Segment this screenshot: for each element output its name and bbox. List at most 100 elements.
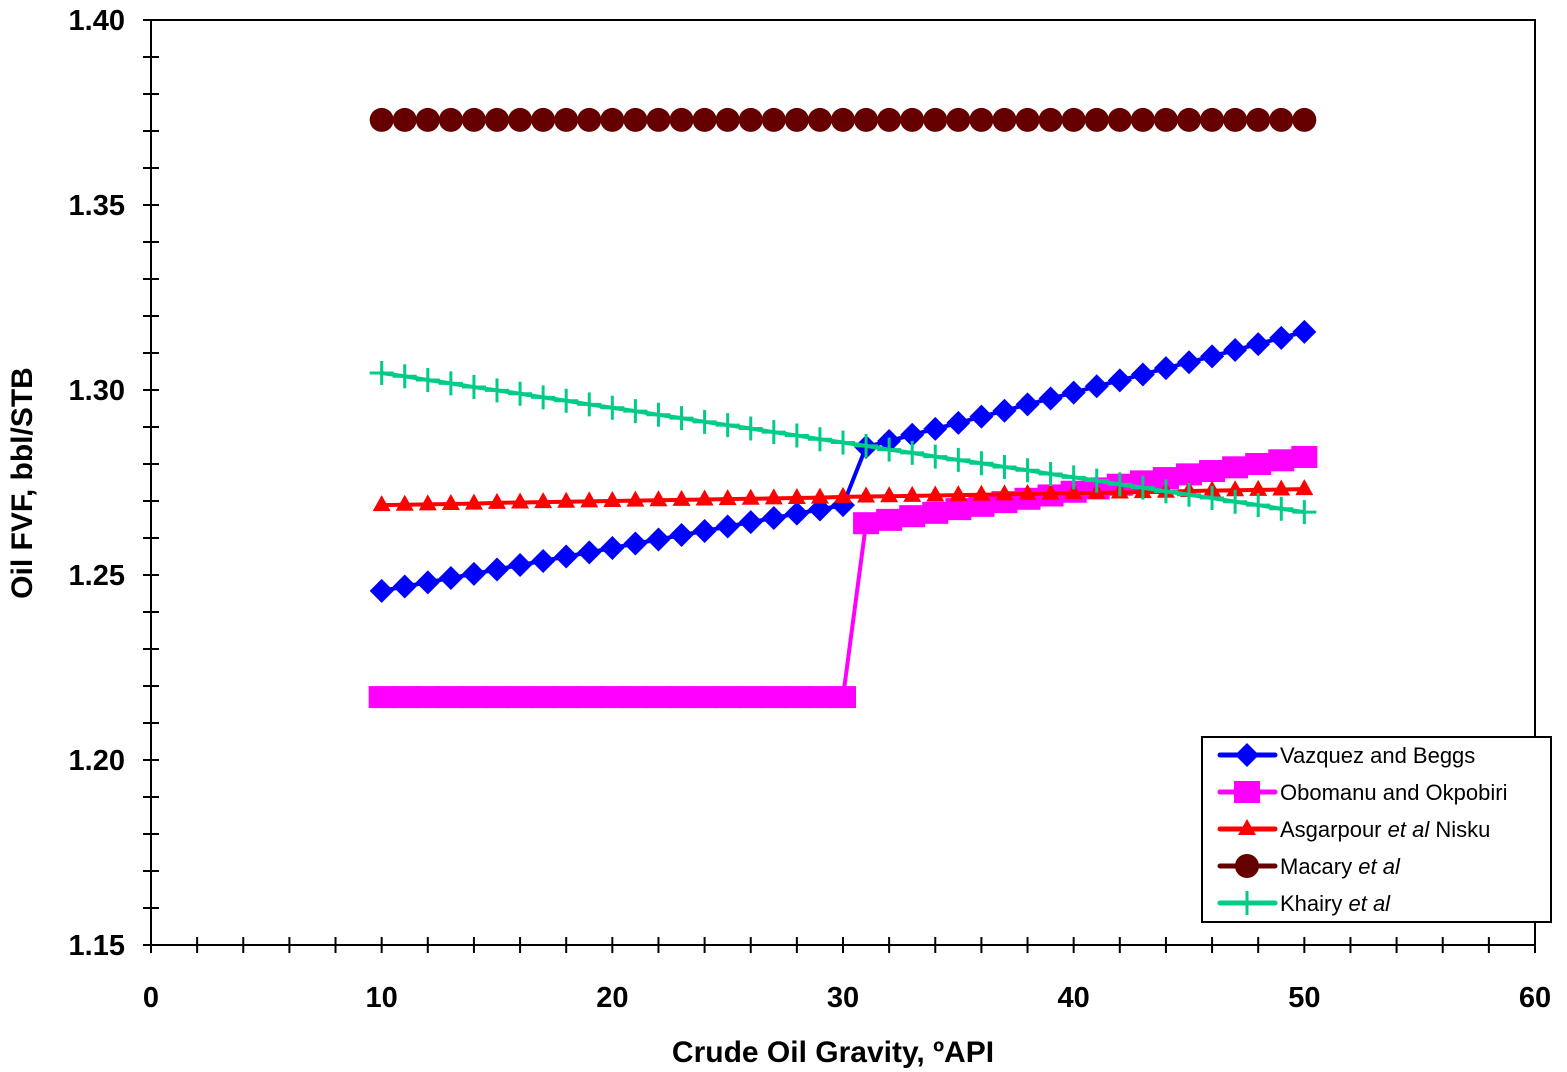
data-point (923, 416, 948, 441)
data-point (1292, 107, 1317, 132)
data-point (877, 107, 902, 132)
data-point (441, 493, 460, 510)
legend-marker (1238, 819, 1256, 835)
legend-marker (1234, 781, 1260, 803)
data-point (485, 378, 509, 403)
data-point (854, 433, 879, 458)
y-tick-label: 1.25 (69, 560, 125, 592)
data-point (531, 385, 556, 410)
data-point (1064, 483, 1083, 500)
data-point (992, 454, 1017, 479)
data-point (783, 686, 810, 709)
data-point (1015, 392, 1040, 417)
data-point (1130, 362, 1155, 387)
data-point (876, 508, 903, 531)
data-point (738, 107, 763, 132)
data-point (761, 107, 786, 132)
data-point (761, 506, 786, 531)
data-point (806, 686, 833, 709)
data-point (900, 107, 925, 132)
data-point (1153, 107, 1178, 132)
data-point (1249, 479, 1268, 496)
data-point (761, 420, 786, 445)
data-point (692, 518, 717, 543)
legend-item: Khairy et al (1217, 891, 1391, 916)
data-point (534, 492, 553, 509)
data-point (1222, 456, 1249, 479)
data-point (485, 557, 509, 582)
data-point (484, 686, 510, 709)
data-point (1295, 479, 1314, 496)
data-point (531, 548, 556, 573)
y-tick-label: 1.15 (69, 930, 125, 962)
data-point (623, 107, 648, 132)
data-point (672, 489, 691, 506)
legend-label: Macary et al (1280, 854, 1401, 879)
x-tick-label: 30 (827, 982, 859, 1014)
data-point (969, 107, 994, 132)
data-point (464, 493, 483, 510)
data-point (646, 527, 671, 552)
data-point (600, 107, 625, 132)
data-point (807, 427, 832, 452)
data-point (831, 430, 855, 455)
data-point (1269, 325, 1294, 350)
data-point (695, 489, 714, 506)
data-point (1152, 467, 1179, 490)
data-point (508, 553, 533, 578)
data-point (992, 398, 1017, 423)
y-tick-label: 1.30 (69, 375, 125, 407)
data-point (508, 107, 533, 132)
data-point (1176, 463, 1202, 486)
data-point (1107, 107, 1132, 132)
data-point (899, 505, 926, 528)
data-point (622, 686, 649, 709)
data-point (764, 488, 783, 505)
x-axis-title: Crude Oil Gravity, ºAPI (672, 1036, 994, 1069)
data-point (1130, 107, 1155, 132)
data-point (923, 444, 948, 469)
data-point (692, 107, 717, 132)
data-point (508, 381, 533, 406)
data-point (945, 498, 972, 521)
data-point (368, 686, 395, 709)
data-point (1177, 107, 1201, 132)
data-point (646, 402, 671, 427)
x-tick-label: 10 (366, 982, 398, 1014)
data-point (1246, 107, 1271, 132)
data-point (1084, 468, 1109, 493)
data-point (1246, 493, 1271, 518)
data-point (554, 107, 579, 132)
data-point (461, 107, 486, 132)
data-point (831, 107, 855, 132)
data-point (854, 107, 879, 132)
data-point (692, 409, 717, 434)
data-point (949, 485, 968, 502)
data-point (1177, 482, 1201, 507)
data-point (1292, 319, 1317, 344)
data-point (669, 523, 694, 548)
data-point (741, 488, 760, 505)
data-point (418, 494, 437, 511)
data-point (554, 388, 579, 413)
data-point (599, 686, 626, 709)
x-tick-label: 50 (1288, 982, 1320, 1014)
legend-marker (1235, 854, 1259, 878)
data-point (626, 490, 645, 507)
data-point (946, 447, 971, 472)
data-point (995, 484, 1014, 501)
data-point (392, 574, 417, 599)
data-point (415, 107, 440, 132)
data-point (1223, 489, 1248, 514)
legend-marker (1235, 743, 1259, 767)
data-point (1200, 486, 1225, 511)
data-point (1246, 332, 1271, 357)
data-point (926, 485, 945, 502)
data-point (718, 489, 737, 506)
data-point (1199, 460, 1226, 483)
data-point (830, 686, 856, 709)
data-point (488, 492, 506, 509)
data-point (557, 491, 576, 508)
data-point (1269, 107, 1294, 132)
